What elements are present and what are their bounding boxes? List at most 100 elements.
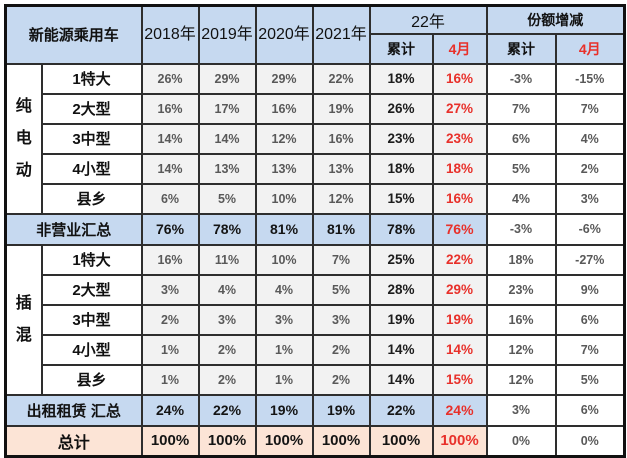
table-row: 纯电动 1特大 26% 29% 29% 22% 18% 16% -3% -15% — [4, 62, 626, 215]
share-change-cell: -3% — [485, 62, 557, 95]
table-row: 县乡 1% 2% 1% 2% 14% 15% 12% 5% — [6, 363, 626, 396]
value-cell: 10% — [254, 243, 314, 276]
share-change-cell: 23% — [485, 273, 557, 306]
nev-share-table: 新能源乘用车 2018年 2019年 2020年 2021年 22年 份额增减 … — [4, 4, 627, 458]
value-cell: 22% — [197, 393, 257, 427]
value-cell: 78% — [368, 212, 434, 246]
row-label: 4小型 — [40, 152, 143, 185]
header-share-change-group: 份额增减 — [485, 4, 626, 35]
value-cell: 14% — [368, 333, 434, 366]
value-cell: 16% — [311, 122, 371, 155]
value-cell: 10% — [254, 182, 314, 215]
row-label: 3中型 — [40, 303, 143, 336]
value-cell: 26% — [368, 92, 434, 125]
value-cell: 76% — [140, 212, 200, 246]
header-year-2019: 2019年 — [197, 4, 257, 65]
table-row: 出租租赁 汇总 24% 22% 19% 19% 22% 24% 3% 6% — [4, 393, 626, 427]
table-body: 纯电动 1特大 26% 29% 29% 22% 18% 16% -3% -15% 2大型 16% 17%… — [4, 62, 626, 458]
row-label: 1特大 — [40, 62, 143, 95]
summary-label: 出租租赁 汇总 — [4, 393, 143, 427]
share-change-cell: -3% — [485, 212, 557, 246]
value-cell: 81% — [311, 212, 371, 246]
group-label: 纯电动 — [4, 62, 43, 215]
value-cell: 2% — [197, 333, 257, 366]
value-cell: 27% — [431, 92, 488, 125]
value-cell: 16% — [254, 92, 314, 125]
value-cell: 29% — [254, 62, 314, 95]
share-change-cell: 3% — [554, 182, 626, 215]
value-cell: 23% — [431, 122, 488, 155]
value-cell: 19% — [311, 92, 371, 125]
value-cell: 14% — [140, 152, 200, 185]
value-cell: 14% — [368, 363, 434, 396]
share-change-cell: 4% — [554, 122, 626, 155]
share-change-cell: 5% — [485, 152, 557, 185]
value-cell: 13% — [311, 152, 371, 185]
value-cell: 22% — [311, 62, 371, 95]
value-cell: 28% — [368, 273, 434, 306]
value-cell: 78% — [197, 212, 257, 246]
header-22y-april: 4月 — [431, 32, 488, 65]
share-change-cell: 3% — [485, 393, 557, 427]
share-change-cell: 12% — [485, 333, 557, 366]
value-cell: 100% — [311, 424, 371, 458]
value-cell: 19% — [311, 393, 371, 427]
row-label: 3中型 — [40, 122, 143, 155]
share-change-cell: 7% — [554, 92, 626, 125]
value-cell: 26% — [140, 62, 200, 95]
value-cell: 12% — [311, 182, 371, 215]
value-cell: 3% — [140, 273, 200, 306]
value-cell: 3% — [197, 303, 257, 336]
row-label: 2大型 — [40, 273, 143, 306]
value-cell: 15% — [431, 363, 488, 396]
value-cell: 16% — [431, 182, 488, 215]
share-change-cell: 0% — [554, 424, 626, 458]
group-label-text: 插混 — [15, 294, 32, 344]
header-row-top: 新能源乘用车 2018年 2019年 2020年 2021年 22年 份额增减 — [4, 4, 626, 65]
share-change-cell: 18% — [485, 243, 557, 276]
value-cell: 18% — [431, 152, 488, 185]
value-cell: 16% — [140, 243, 200, 276]
share-change-cell: 4% — [485, 182, 557, 215]
share-change-cell: 5% — [554, 363, 626, 396]
value-cell: 100% — [197, 424, 257, 458]
value-cell: 1% — [140, 333, 200, 366]
value-cell: 14% — [197, 122, 257, 155]
table-header: 新能源乘用车 2018年 2019年 2020年 2021年 22年 份额增减 … — [4, 4, 626, 65]
total-label: 总计 — [4, 424, 143, 458]
table-row: 插混 1特大 16% 11% 10% 7% 25% 22% 18% -27% — [4, 243, 626, 396]
share-change-cell: 12% — [485, 363, 557, 396]
value-cell: 12% — [254, 122, 314, 155]
value-cell: 19% — [254, 393, 314, 427]
value-cell: 76% — [431, 212, 488, 246]
value-cell: 81% — [254, 212, 314, 246]
summary-label: 非营业汇总 — [4, 212, 143, 246]
value-cell: 2% — [140, 303, 200, 336]
value-cell: 18% — [368, 62, 434, 95]
value-cell: 2% — [311, 363, 371, 396]
table-row: 2大型 3% 4% 4% 5% 28% 29% 23% 9% — [6, 273, 626, 306]
value-cell: 22% — [431, 243, 488, 276]
header-share-april: 4月 — [554, 32, 626, 65]
value-cell: 23% — [368, 122, 434, 155]
value-cell: 24% — [431, 393, 488, 427]
value-cell: 14% — [431, 333, 488, 366]
table-row: 2大型 16% 17% 16% 19% 26% 27% 7% 7% — [6, 92, 626, 125]
share-change-cell: -15% — [554, 62, 626, 95]
value-cell: 13% — [254, 152, 314, 185]
share-change-cell: 7% — [554, 333, 626, 366]
row-label: 1特大 — [40, 243, 143, 276]
value-cell: 2% — [311, 333, 371, 366]
header-share-cumulative: 累计 — [485, 32, 557, 65]
share-change-cell: -6% — [554, 212, 626, 246]
table-row: 总计 100% 100% 100% 100% 100% 100% 0% 0% — [4, 424, 626, 458]
header-year-2018: 2018年 — [140, 4, 200, 65]
share-change-cell: 6% — [554, 303, 626, 336]
value-cell: 14% — [140, 122, 200, 155]
value-cell: 100% — [254, 424, 314, 458]
table-row: 4小型 14% 13% 13% 13% 18% 18% 5% 2% — [6, 152, 626, 185]
share-change-cell: 16% — [485, 303, 557, 336]
header-year-2020: 2020年 — [254, 4, 314, 65]
value-cell: 15% — [368, 182, 434, 215]
value-cell: 16% — [140, 92, 200, 125]
